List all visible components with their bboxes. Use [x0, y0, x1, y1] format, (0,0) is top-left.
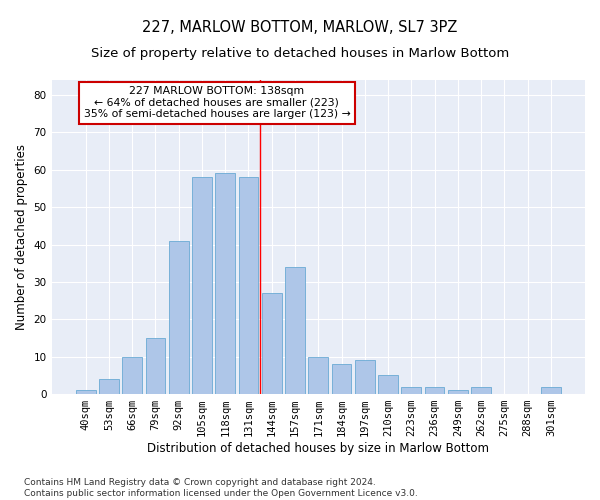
Bar — [425, 386, 445, 394]
Bar — [169, 241, 188, 394]
Text: 227, MARLOW BOTTOM, MARLOW, SL7 3PZ: 227, MARLOW BOTTOM, MARLOW, SL7 3PZ — [142, 20, 458, 35]
Bar — [285, 267, 305, 394]
Bar — [76, 390, 95, 394]
Y-axis label: Number of detached properties: Number of detached properties — [15, 144, 28, 330]
Bar — [355, 360, 374, 394]
Bar — [401, 386, 421, 394]
Bar — [541, 386, 561, 394]
Bar — [332, 364, 352, 394]
Bar — [239, 177, 259, 394]
Text: 227 MARLOW BOTTOM: 138sqm
← 64% of detached houses are smaller (223)
35% of semi: 227 MARLOW BOTTOM: 138sqm ← 64% of detac… — [83, 86, 350, 120]
Bar — [308, 356, 328, 394]
Bar — [378, 376, 398, 394]
Bar — [146, 338, 166, 394]
Bar — [192, 177, 212, 394]
Bar — [471, 386, 491, 394]
Bar — [99, 379, 119, 394]
Bar — [262, 293, 281, 394]
X-axis label: Distribution of detached houses by size in Marlow Bottom: Distribution of detached houses by size … — [147, 442, 489, 455]
Bar — [448, 390, 468, 394]
Bar — [215, 174, 235, 394]
Bar — [122, 356, 142, 394]
Text: Size of property relative to detached houses in Marlow Bottom: Size of property relative to detached ho… — [91, 48, 509, 60]
Text: Contains HM Land Registry data © Crown copyright and database right 2024.
Contai: Contains HM Land Registry data © Crown c… — [24, 478, 418, 498]
